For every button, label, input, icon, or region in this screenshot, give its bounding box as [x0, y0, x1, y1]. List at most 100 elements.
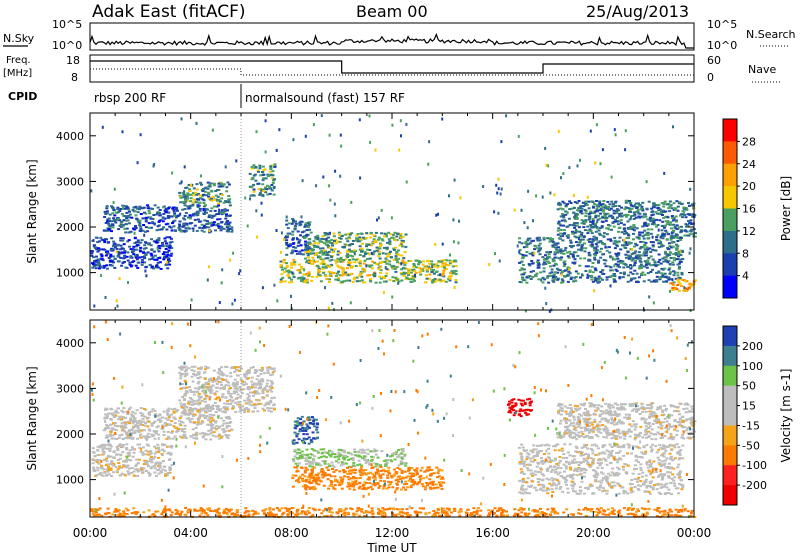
echo-cell	[518, 269, 522, 272]
echo-cell	[301, 235, 305, 238]
echo-cell	[221, 211, 225, 214]
echo-cell	[651, 245, 655, 248]
echo-cell	[288, 243, 292, 246]
echo-cell	[654, 264, 658, 267]
echo-cell	[664, 216, 667, 219]
echo-cell	[433, 265, 437, 268]
echo-cell	[319, 448, 323, 451]
echo-cell	[315, 463, 318, 466]
echo-cell	[556, 208, 560, 211]
echo-cell	[198, 207, 202, 210]
echo-cell	[291, 237, 295, 240]
echo-cell	[126, 219, 130, 222]
echo-cell	[643, 224, 646, 227]
echo-cell	[273, 165, 277, 168]
echo-cell	[178, 182, 182, 185]
echo-cell	[214, 380, 218, 383]
echo-cell	[675, 200, 679, 203]
echo-cell	[358, 476, 362, 479]
echo-cell	[117, 462, 121, 464]
echo-cell	[262, 388, 266, 391]
echo-cell	[325, 456, 328, 459]
echo-cell	[136, 207, 139, 210]
echo-cell	[133, 210, 137, 213]
echo-cell	[213, 209, 217, 212]
echo-cell	[213, 401, 217, 404]
echo-cell	[166, 410, 170, 412]
echo-cell	[120, 247, 124, 250]
echo-cell	[163, 256, 167, 258]
echo-cell	[295, 425, 299, 427]
echo-cell	[678, 282, 682, 285]
nave-label: Nave	[748, 63, 776, 76]
echo-cell	[131, 248, 135, 251]
echo-cell	[678, 261, 682, 263]
echo-cell	[236, 381, 239, 384]
echo-cell	[199, 422, 203, 425]
echo-cell	[645, 246, 649, 249]
noise-cell	[144, 269, 147, 273]
echo-cell	[188, 190, 192, 192]
echo-cell	[165, 228, 169, 231]
echo-cell	[300, 454, 304, 457]
echo-cell	[221, 185, 225, 188]
echo-cell	[198, 209, 202, 212]
echo-cell	[566, 280, 570, 283]
noise-cell	[329, 231, 331, 235]
echo-cell	[138, 207, 142, 210]
echo-cell	[600, 278, 604, 281]
noise-cell	[586, 195, 589, 199]
echo-cell	[352, 462, 356, 464]
echo-cell	[221, 393, 225, 396]
echo-cell	[358, 245, 362, 248]
echo-cell	[309, 252, 313, 255]
echo-cell	[341, 268, 345, 271]
echo-cell	[632, 232, 635, 235]
echo-cell	[605, 233, 609, 236]
echo-cell	[209, 422, 213, 425]
echo-cell	[650, 228, 654, 231]
echo-cell	[154, 462, 158, 464]
echo-cell	[581, 243, 584, 246]
echo-cell	[346, 451, 350, 454]
echo-cell	[641, 209, 645, 212]
echo-cell	[92, 263, 96, 266]
echo-cell	[609, 266, 613, 269]
echo-cell	[203, 433, 207, 436]
echo-cell	[183, 204, 187, 207]
echo-cell	[626, 226, 630, 229]
echo-cell	[139, 407, 143, 409]
echo-cell	[261, 368, 265, 371]
echo-cell	[691, 233, 695, 236]
echo-cell	[227, 425, 231, 427]
echo-cell	[287, 222, 291, 225]
echo-cell	[596, 277, 600, 280]
echo-cell	[609, 239, 613, 242]
echo-cell	[142, 250, 145, 253]
echo-cell	[94, 259, 98, 262]
echo-cell	[611, 215, 615, 218]
echo-cell	[436, 264, 440, 267]
echo-cell	[129, 419, 133, 422]
echo-cell	[599, 277, 603, 280]
echo-cell	[433, 278, 437, 281]
echo-cell	[324, 275, 328, 278]
noise-cell	[548, 309, 551, 313]
echo-cell	[246, 372, 250, 375]
echo-cell	[107, 220, 111, 223]
echo-cell	[560, 256, 564, 259]
echo-cell	[337, 452, 341, 455]
noise-cell	[153, 163, 156, 166]
echo-cell	[307, 272, 311, 275]
echo-cell	[373, 272, 377, 275]
echo-cell	[183, 370, 187, 373]
echo-cell	[239, 408, 243, 410]
echo-cell	[319, 280, 323, 283]
echo-cell	[142, 467, 146, 470]
echo-cell	[616, 241, 620, 244]
echo-cell	[246, 410, 250, 413]
echo-cell	[633, 264, 636, 267]
echo-cell	[359, 448, 363, 451]
echo-cell	[646, 272, 650, 275]
echo-cell	[518, 237, 522, 240]
